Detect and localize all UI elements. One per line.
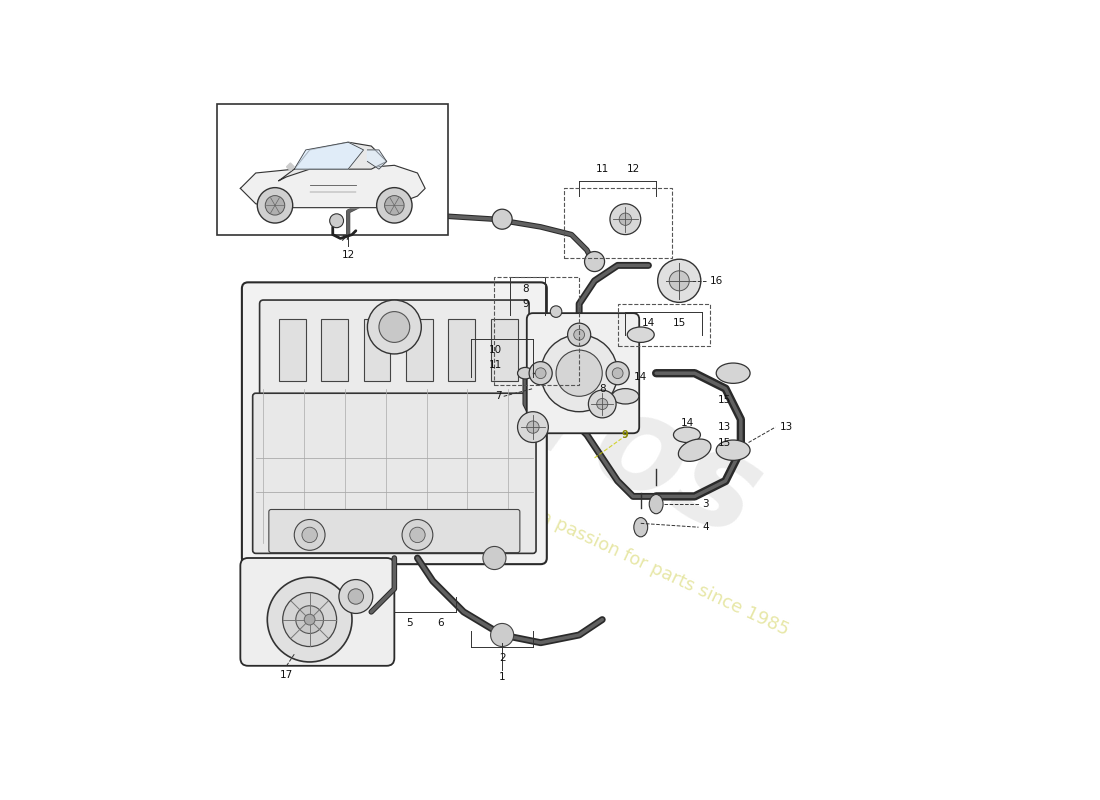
Circle shape [574,330,584,340]
Ellipse shape [627,327,654,342]
Text: 15: 15 [717,438,732,447]
Circle shape [339,579,373,614]
Text: 3: 3 [702,499,710,509]
Bar [563,189,671,258]
Circle shape [529,362,552,385]
Ellipse shape [612,389,639,404]
Text: 16: 16 [711,276,724,286]
Text: 14: 14 [634,372,648,382]
Circle shape [588,390,616,418]
Text: 17: 17 [279,670,294,680]
Text: 14: 14 [641,318,656,328]
Text: 10: 10 [490,345,502,355]
Circle shape [257,188,293,223]
Text: 4: 4 [702,522,710,532]
Circle shape [409,527,425,542]
Circle shape [367,300,421,354]
Circle shape [483,546,506,570]
Text: euros: euros [348,274,780,566]
Circle shape [305,614,315,625]
Circle shape [658,259,701,302]
FancyBboxPatch shape [527,313,639,434]
Circle shape [491,623,514,646]
Text: 2: 2 [498,653,506,663]
Circle shape [301,527,317,542]
Circle shape [348,589,363,604]
Polygon shape [286,163,295,170]
Bar [363,319,390,381]
Circle shape [518,412,548,442]
Circle shape [402,519,432,550]
Bar [495,277,579,385]
Text: 12: 12 [341,250,355,260]
Polygon shape [367,150,387,169]
Bar [618,304,711,346]
Circle shape [265,195,285,215]
Circle shape [541,334,618,412]
Polygon shape [240,166,425,208]
Circle shape [606,362,629,385]
Ellipse shape [679,439,711,462]
Bar [218,104,449,234]
Text: 5: 5 [406,618,414,629]
Ellipse shape [673,427,701,442]
Text: 15: 15 [672,318,686,328]
Text: 11: 11 [595,164,609,174]
Circle shape [619,213,631,226]
Ellipse shape [716,440,750,460]
Ellipse shape [716,363,750,383]
FancyBboxPatch shape [253,394,536,554]
Text: 14: 14 [680,418,694,428]
Circle shape [296,606,323,634]
Circle shape [330,214,343,228]
Circle shape [385,195,404,215]
Text: 13: 13 [717,422,732,432]
Ellipse shape [550,306,562,318]
FancyBboxPatch shape [240,558,394,666]
Text: 9: 9 [621,430,629,440]
Bar [321,319,348,381]
Circle shape [492,209,513,230]
Bar [406,319,432,381]
Circle shape [556,350,603,396]
Text: a passion for parts since 1985: a passion for parts since 1985 [537,508,791,639]
Polygon shape [295,142,363,169]
Ellipse shape [517,367,534,379]
Text: 12: 12 [626,164,640,174]
Circle shape [527,421,539,434]
Circle shape [378,311,409,342]
Text: 7: 7 [495,391,502,402]
Ellipse shape [649,494,663,514]
Circle shape [669,270,690,291]
Circle shape [613,368,623,378]
Bar [279,319,306,381]
Circle shape [584,251,605,271]
Circle shape [609,204,640,234]
Circle shape [596,398,608,410]
Bar [491,319,517,381]
Text: 6: 6 [437,618,444,629]
Text: 1: 1 [498,672,506,682]
FancyBboxPatch shape [242,282,547,564]
Circle shape [536,368,546,378]
Circle shape [295,519,326,550]
Ellipse shape [634,518,648,537]
Circle shape [267,578,352,662]
Text: 15: 15 [717,395,732,405]
Circle shape [376,188,412,223]
Circle shape [568,323,591,346]
Text: 8: 8 [598,383,606,394]
Bar [449,319,475,381]
Text: 8: 8 [521,283,529,294]
Text: 11: 11 [488,361,502,370]
Text: 9: 9 [521,299,529,309]
FancyBboxPatch shape [268,510,520,553]
Polygon shape [279,142,387,181]
FancyBboxPatch shape [260,300,529,400]
Text: 13: 13 [779,422,793,432]
Circle shape [283,593,337,646]
